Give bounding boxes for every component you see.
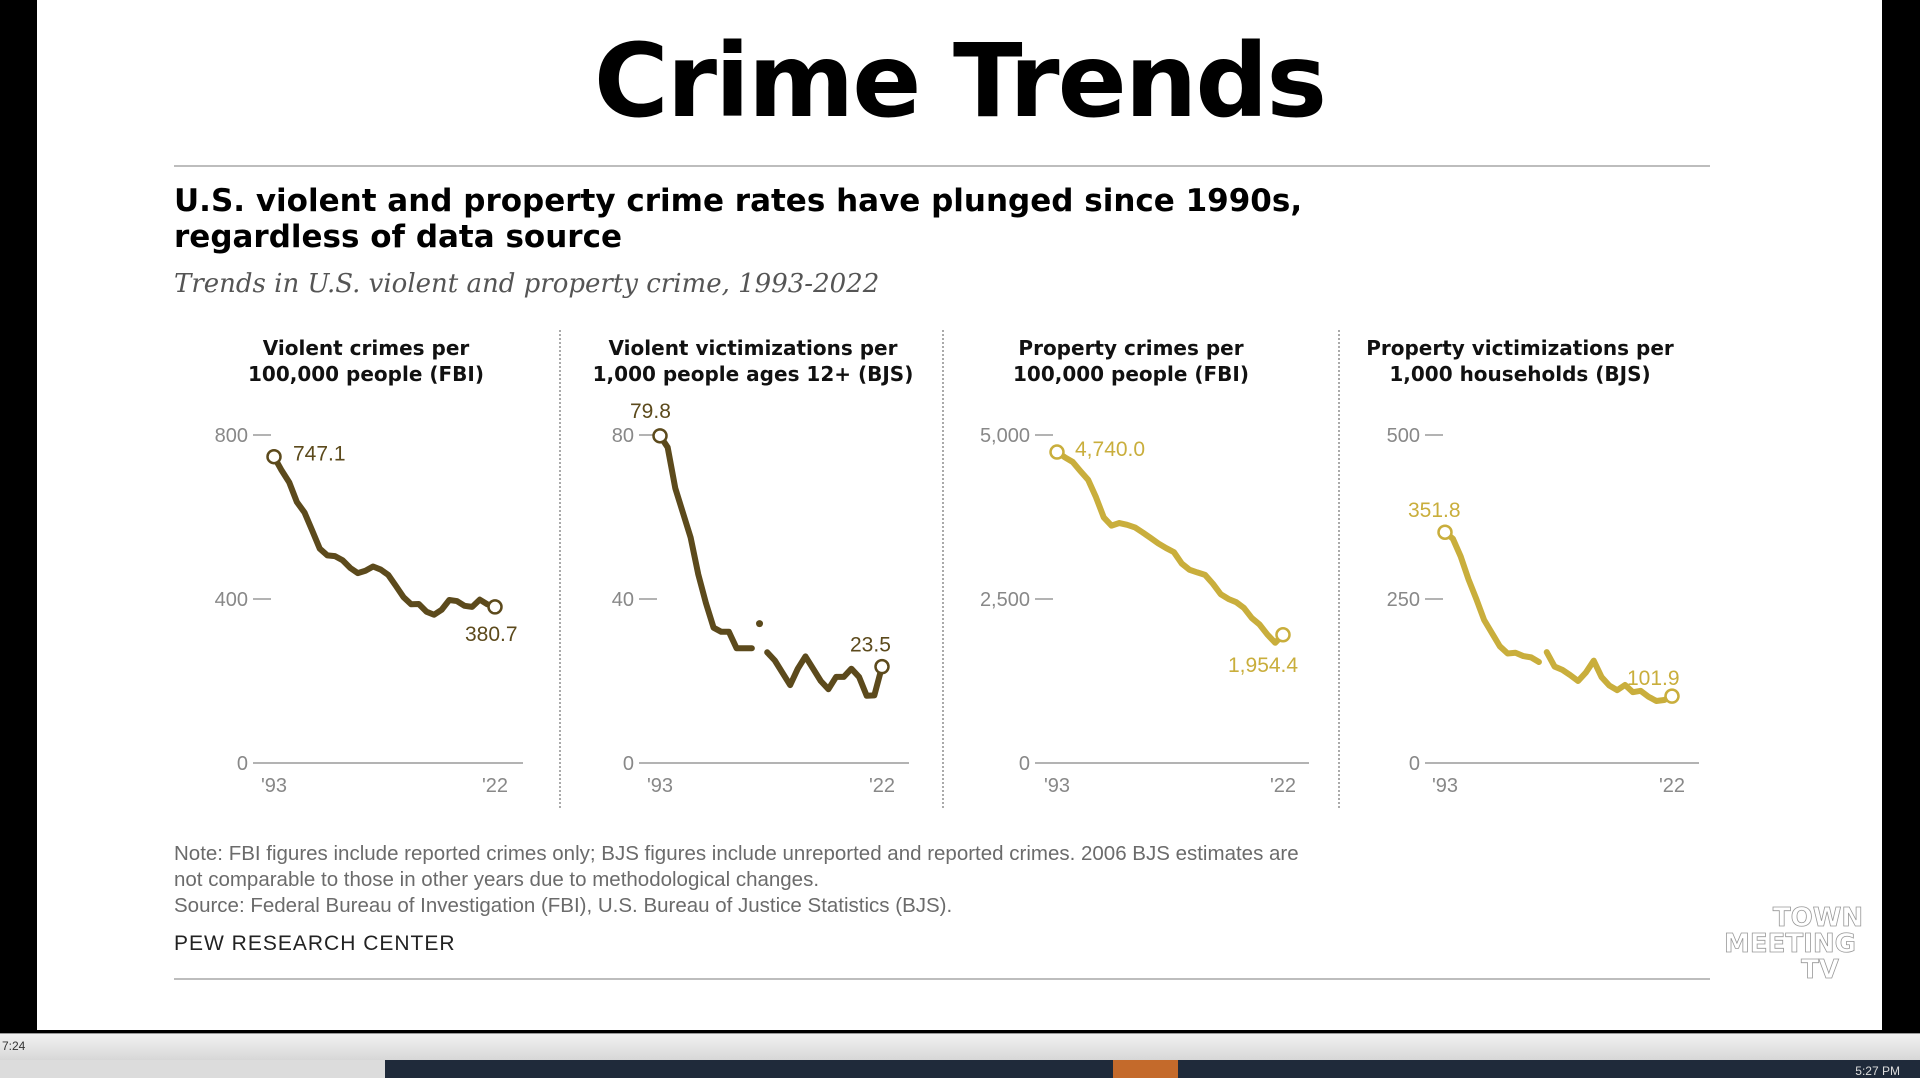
start-point-marker — [266, 448, 282, 465]
start-point-marker — [652, 428, 668, 444]
start-value-label: 351.8 — [1408, 499, 1461, 522]
series-line — [1054, 449, 1286, 646]
panel-title-line: Violent crimes per — [262, 336, 470, 360]
series-line — [657, 432, 755, 652]
series-line — [1442, 529, 1542, 665]
series-line — [271, 453, 498, 618]
chart-note: Note: FBI figures include reported crime… — [174, 841, 1724, 919]
series-line — [764, 649, 885, 699]
taskbar-search-area[interactable] — [0, 1060, 385, 1078]
taskbar-active-app[interactable] — [1113, 1060, 1178, 1078]
start-point-marker — [1437, 524, 1453, 540]
panel-title-violent-fbi: Violent crimes per 100,000 people (FBI) — [176, 335, 556, 387]
end-point-marker — [487, 599, 503, 615]
panel-title-violent-bjs: Violent victimizations per 1,000 people … — [563, 335, 943, 387]
panel-title-line: Property victimizations per — [1366, 336, 1674, 360]
x-tick-label-start: '93 — [1044, 775, 1070, 797]
y-tick-label: 0 — [237, 753, 248, 775]
y-tick-label: 0 — [1409, 753, 1420, 775]
panel-divider — [559, 330, 561, 808]
panel-divider — [1338, 330, 1340, 808]
y-tick-label: 500 — [1387, 425, 1420, 447]
source-line: Source: Federal Bureau of Investigation … — [174, 894, 953, 917]
slide-title: Crime Trends — [593, 22, 1327, 141]
end-point-marker — [1275, 627, 1291, 643]
end-point-marker — [874, 658, 890, 675]
start-value-label: 747.1 — [293, 443, 346, 466]
x-tick-label-end: '22 — [1659, 775, 1685, 797]
y-tick-label: 2,500 — [980, 589, 1030, 611]
logo-house-outline-icon — [1806, 872, 1869, 1018]
small-multiples-chart: 0 400 800 '93 '22 747.1 380.7 0 40 80 '93 '22 79.8 23… — [215, 400, 1699, 797]
end-value-label: 101.9 — [1627, 667, 1680, 690]
y-tick-label: 80 — [612, 425, 634, 447]
logo-text-town: TOWN — [1773, 903, 1863, 933]
y-tick-label: 800 — [215, 425, 248, 447]
chart-subhead: Trends in U.S. violent and property crim… — [174, 269, 880, 299]
isolated-data-point — [756, 620, 764, 628]
pew-research-center-credit: PEW RESEARCH CENTER — [174, 932, 456, 955]
panel-title-line: 1,000 people ages 12+ (BJS) — [592, 362, 914, 386]
panel-title-property-bjs: Property victimizations per 1,000 househ… — [1330, 335, 1710, 387]
note-line-1: Note: FBI figures include reported crime… — [174, 842, 1299, 865]
headline-line-1: U.S. violent and property crime rates ha… — [174, 183, 1303, 219]
panel-title-line: Property crimes per — [1018, 336, 1244, 360]
start-value-label: 4,740.0 — [1075, 438, 1145, 461]
logo-text-tv: TV — [1801, 955, 1839, 985]
start-point-marker — [1049, 444, 1065, 460]
headline-line-2: regardless of data source — [174, 219, 622, 255]
slide: Crime Trends U.S. violent and property c… — [37, 0, 1882, 1030]
x-tick-label-start: '93 — [647, 775, 673, 797]
y-tick-label: 250 — [1387, 589, 1420, 611]
os-taskbar[interactable] — [0, 1060, 1920, 1078]
top-rule — [174, 165, 1710, 167]
x-tick-label-start: '93 — [261, 775, 287, 797]
series-line — [1543, 649, 1675, 705]
panel-title-line: 1,000 households (BJS) — [1389, 362, 1651, 386]
y-tick-label: 5,000 — [980, 425, 1030, 447]
status-bar-time: 7:24 — [2, 1039, 26, 1053]
x-tick-label-start: '93 — [1432, 775, 1458, 797]
end-value-label: 1,954.4 — [1228, 654, 1298, 677]
panel-title-line: 100,000 people (FBI) — [247, 362, 484, 386]
end-value-label: 23.5 — [850, 634, 891, 657]
note-line-2: not comparable to those in other years d… — [174, 868, 820, 891]
panel-title-line: Violent victimizations per — [608, 336, 898, 360]
y-tick-label: 0 — [623, 753, 634, 775]
chart-headline: U.S. violent and property crime rates ha… — [174, 183, 1474, 255]
x-tick-label-end: '22 — [482, 775, 508, 797]
bottom-rule — [174, 978, 1710, 980]
panel-divider — [942, 330, 944, 808]
panel-title-line: 100,000 people (FBI) — [1012, 362, 1249, 386]
logo-text-meeting: MEETING — [1724, 929, 1856, 959]
y-tick-label: 0 — [1019, 753, 1030, 775]
y-tick-label: 40 — [612, 589, 634, 611]
x-tick-label-end: '22 — [869, 775, 895, 797]
start-value-label: 79.8 — [630, 400, 671, 423]
taskbar-clock: 5:27 PM — [1855, 1064, 1900, 1078]
video-player-status-bar — [0, 1033, 1920, 1061]
panel-title-property-fbi: Property crimes per 100,000 people (FBI) — [941, 335, 1321, 387]
end-value-label: 380.7 — [465, 623, 518, 646]
town-meeting-tv-logo: TOWN MEETING TV — [1724, 872, 1869, 1018]
end-point-marker — [1664, 688, 1680, 704]
y-tick-label: 400 — [215, 589, 248, 611]
x-tick-label-end: '22 — [1270, 775, 1296, 797]
